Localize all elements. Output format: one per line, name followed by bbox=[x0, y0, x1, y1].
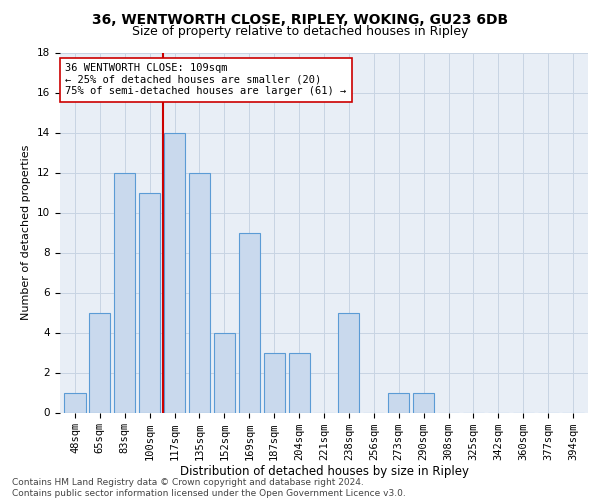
Bar bbox=[239, 232, 260, 412]
Bar bbox=[413, 392, 434, 412]
Y-axis label: Number of detached properties: Number of detached properties bbox=[22, 145, 31, 320]
Bar bbox=[64, 392, 86, 412]
Bar bbox=[338, 312, 359, 412]
Text: Contains HM Land Registry data © Crown copyright and database right 2024.
Contai: Contains HM Land Registry data © Crown c… bbox=[12, 478, 406, 498]
Bar bbox=[388, 392, 409, 412]
X-axis label: Distribution of detached houses by size in Ripley: Distribution of detached houses by size … bbox=[179, 466, 469, 478]
Text: 36, WENTWORTH CLOSE, RIPLEY, WOKING, GU23 6DB: 36, WENTWORTH CLOSE, RIPLEY, WOKING, GU2… bbox=[92, 12, 508, 26]
Bar bbox=[164, 132, 185, 412]
Bar bbox=[89, 312, 110, 412]
Text: 36 WENTWORTH CLOSE: 109sqm
← 25% of detached houses are smaller (20)
75% of semi: 36 WENTWORTH CLOSE: 109sqm ← 25% of deta… bbox=[65, 64, 347, 96]
Bar bbox=[263, 352, 285, 412]
Text: Size of property relative to detached houses in Ripley: Size of property relative to detached ho… bbox=[132, 25, 468, 38]
Bar bbox=[114, 172, 136, 412]
Bar bbox=[139, 192, 160, 412]
Bar bbox=[189, 172, 210, 412]
Bar bbox=[214, 332, 235, 412]
Bar bbox=[289, 352, 310, 412]
